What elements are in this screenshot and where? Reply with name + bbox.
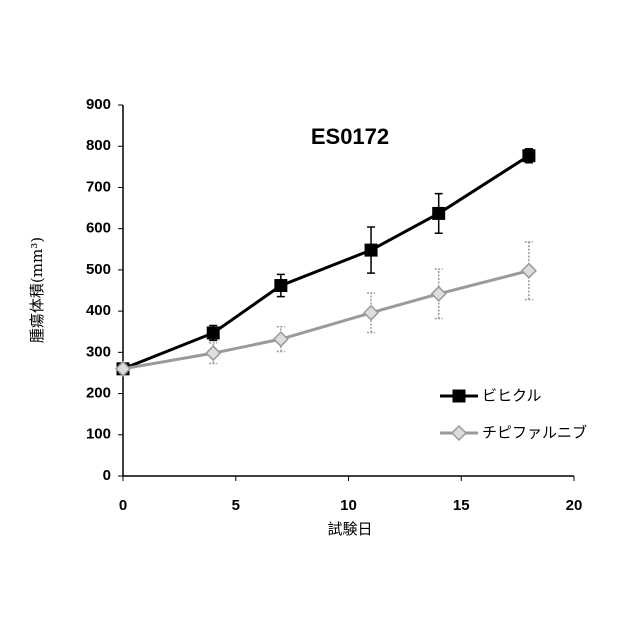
legend-marker [453,390,466,403]
legend-label: ビヒクル [482,387,542,405]
point [207,326,220,339]
x-tick-label: 10 [340,497,357,514]
point [365,244,378,257]
y-tick-label: 500 [86,261,111,278]
y-axis-label: 腫瘍体積(mm³) [28,237,46,343]
y-tick-label: 600 [86,220,111,237]
point [522,149,535,162]
x-axis-label: 試験日 [327,520,372,538]
chart-title: ES0172 [311,124,389,149]
y-tick-label: 800 [86,137,111,154]
y-tick-label: 400 [86,302,111,319]
y-tick-label: 900 [86,96,111,113]
x-tick-label: 5 [232,497,240,514]
point [274,279,287,292]
y-tick-label: 300 [86,343,111,360]
legend-label: チピファルニブ [482,424,587,442]
x-tick-label: 0 [119,497,127,514]
point [432,207,445,220]
x-tick-label: 15 [453,497,470,514]
y-tick-label: 100 [86,426,111,443]
y-tick-label: 200 [86,385,111,402]
x-tick-label: 20 [566,497,583,514]
y-tick-label: 700 [86,178,111,195]
y-tick-label: 0 [103,467,111,484]
chart: ES0172 試験日 腫瘍体積(mm³) 0100200300400500600… [0,0,640,640]
